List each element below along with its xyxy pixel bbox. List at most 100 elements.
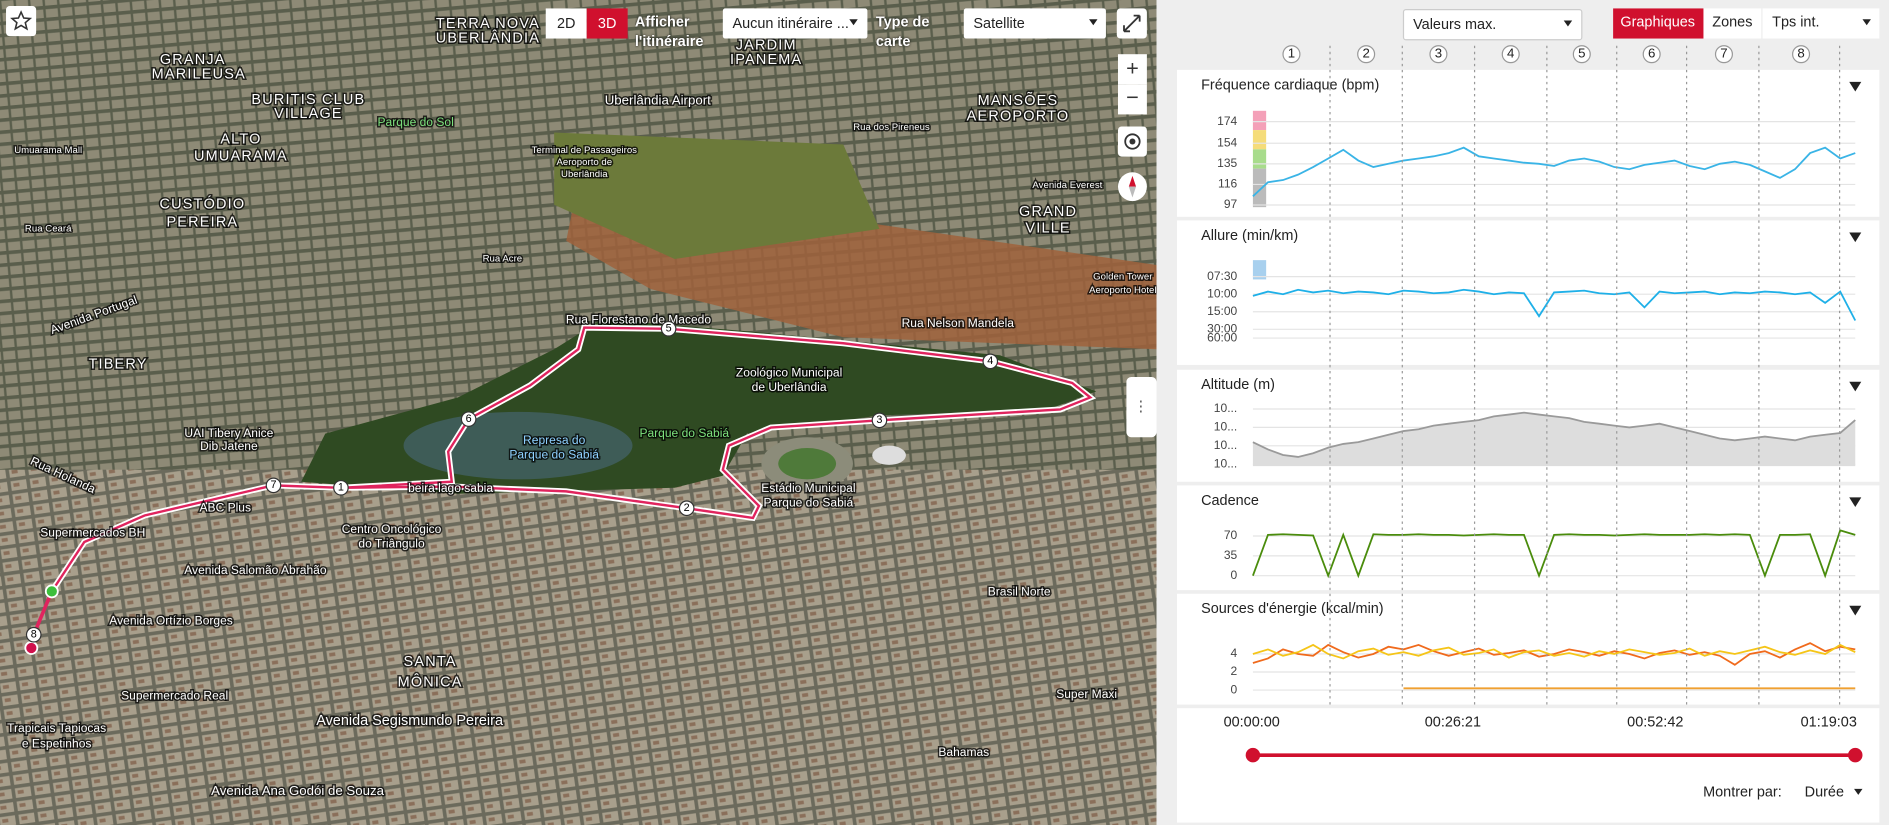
map-label: e Espetinhos — [22, 736, 92, 750]
y-tick-label: 15:00 — [1207, 304, 1237, 318]
view-3d: 3D — [598, 16, 616, 32]
map-label: GRANJA — [160, 52, 226, 68]
locate-button[interactable] — [1117, 126, 1147, 157]
zone-band — [1252, 130, 1267, 150]
panel-toggle — [1849, 497, 1862, 508]
panel-title: Allure (min/km) — [1201, 228, 1298, 244]
lap-marker: 7 — [270, 479, 276, 491]
map-label: Terminal de Passageiros — [532, 145, 638, 156]
y-tick-label: 07:30 — [1207, 269, 1237, 283]
y-tick-label: 154 — [1217, 135, 1237, 149]
series-line — [1252, 529, 1856, 579]
zoom-out-button[interactable]: − — [1117, 84, 1147, 115]
time-tick: 00:52:42 — [1627, 714, 1683, 730]
map-label: Avenida Ortízio Borges — [109, 614, 233, 628]
panel-title: Cadence — [1201, 493, 1259, 509]
map-label: Super Maxi — [1056, 687, 1117, 701]
zone-band — [1252, 168, 1267, 208]
lap-badge — [1642, 45, 1661, 64]
y-tick-label: 116 — [1218, 177, 1237, 191]
panel — [1177, 485, 1880, 591]
map-label: UAI Tibery Anice — [184, 426, 273, 440]
map-label: SANTA — [404, 654, 457, 670]
view-2d-button[interactable]: 2D — [545, 8, 587, 39]
zone-band — [1252, 110, 1267, 131]
map-label: UBERLÂNDIA — [436, 29, 540, 46]
compass-button[interactable] — [1117, 172, 1147, 202]
map-label: Centro Oncológico — [342, 522, 442, 536]
range-start-handle[interactable] — [1245, 747, 1261, 763]
time-tick: 00:26:21 — [1425, 714, 1481, 730]
panel-title: Altitude (m) — [1201, 377, 1275, 393]
y-tick-label: 2 — [1231, 664, 1238, 678]
map-label: TERRA NOVA — [436, 16, 540, 32]
map-label: MÔNICA — [398, 674, 463, 691]
time-tick: 01:19:03 — [1801, 714, 1857, 730]
series-line — [1252, 411, 1856, 458]
show-route-label: Afficher l'itinéraire — [634, 13, 704, 50]
lap-marker: 5 — [666, 323, 672, 335]
lap-marker: 2 — [684, 502, 690, 514]
map-label: Rua Nelson Mandela — [902, 316, 1015, 330]
map-label: PEREIRA — [166, 215, 238, 231]
value-select[interactable]: Valeurs max. — [1402, 9, 1583, 41]
range-end-handle[interactable] — [1848, 747, 1863, 763]
y-tick-label: 10... — [1214, 456, 1237, 470]
lap-number: 1 — [1288, 46, 1295, 61]
map-label: VILLAGE — [274, 106, 343, 122]
map[interactable] — [0, 0, 1157, 825]
map-label: MARILEUSA — [152, 66, 246, 82]
lap-badge — [1429, 45, 1448, 64]
lap-marker: 6 — [466, 413, 472, 425]
map-label: Bahamas — [938, 745, 989, 759]
map-label: VILLE — [1025, 221, 1070, 237]
map-label: Avenida Segismundo Pereira — [316, 713, 504, 729]
map-label: IPANEMA — [730, 52, 802, 68]
map-label: Rua Ceará — [25, 223, 72, 234]
map-label: Parque do Sabiá — [509, 447, 599, 461]
svg-text:⋮: ⋮ — [1134, 399, 1148, 415]
lap-marker: 1 — [338, 482, 344, 494]
route-select[interactable]: Aucun itinéraire ... — [722, 8, 868, 39]
y-tick-label: 60:00 — [1207, 330, 1237, 344]
panel-title: Fréquence cardiaque (bpm) — [1201, 77, 1379, 93]
tab-label: Graphiques — [1620, 15, 1695, 31]
lap-marker: 3 — [876, 414, 882, 426]
y-tick-label: 0 — [1231, 568, 1238, 582]
show-by-select[interactable]: Durée — [1795, 776, 1874, 807]
lap-badge — [1714, 45, 1733, 64]
map-label: Avenida Salomão Abrahão — [184, 563, 327, 577]
favorite-button[interactable] — [6, 6, 37, 37]
map-label: de Uberlândia — [752, 380, 827, 394]
map-label: Avenida Ana Godói de Souza — [211, 783, 385, 798]
zoom-in-button[interactable]: + — [1117, 54, 1147, 85]
tab[interactable]: Graphiques — [1613, 8, 1704, 39]
map-label: ALTO — [220, 132, 261, 148]
map-label: Parque do Sabiá — [639, 426, 729, 440]
lap-number: 2 — [1362, 46, 1369, 61]
lap-badge — [1282, 45, 1301, 64]
show-by-label: Montrer par: — [1703, 784, 1782, 800]
map-label: Parque do Sol — [377, 115, 453, 129]
panel-toggle — [1849, 232, 1862, 243]
map-label: beira lago sabia — [408, 481, 493, 495]
expand-button[interactable] — [1116, 8, 1147, 39]
map-label: Rua Acre — [483, 253, 523, 264]
zone-band — [1252, 149, 1267, 169]
lap-marker: 4 — [987, 355, 993, 367]
tab[interactable]: Zones — [1703, 8, 1762, 39]
y-tick-label: 174 — [1217, 114, 1237, 128]
tab[interactable]: Tps int. — [1762, 8, 1880, 39]
lap-number: 6 — [1648, 46, 1655, 61]
map-type-select[interactable]: Satellite — [963, 8, 1106, 39]
map-label: Uberlândia — [561, 169, 608, 180]
lap-badge — [1792, 45, 1811, 64]
lap-badge — [1572, 45, 1591, 64]
map-label: Uberlândia Airport — [605, 93, 711, 108]
lap-number: 7 — [1720, 46, 1727, 61]
series-line — [1252, 146, 1856, 197]
map-label: UMUARAMA — [194, 148, 288, 164]
view-3d-button[interactable]: 3D — [586, 8, 628, 39]
map-label: Rua Florestano de Macedo — [566, 313, 711, 327]
